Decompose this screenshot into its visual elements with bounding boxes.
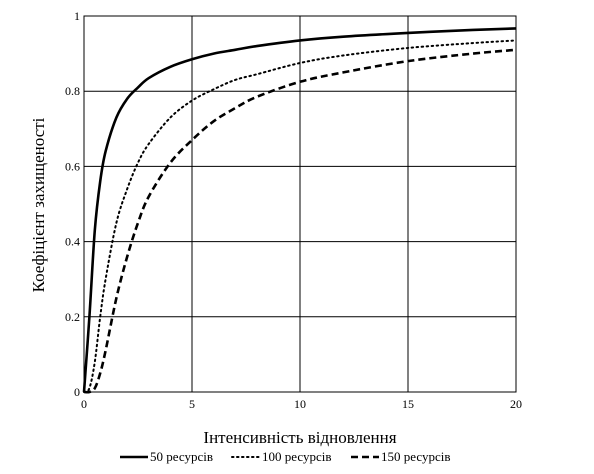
y-tick-label: 0.2	[65, 310, 80, 324]
series-line-2	[83, 39, 517, 393]
y-axis-ticks: 0 0.2 0.4 0.6 0.8 1	[65, 9, 80, 399]
x-axis-title: Інтенсивність відновлення	[203, 428, 396, 447]
legend-label-1: 50 ресурсів	[150, 449, 213, 464]
y-tick-label: 0	[74, 385, 80, 399]
legend-label-3: 150 ресурсів	[381, 449, 450, 464]
y-axis-title: Коефіцієнт захищеності	[29, 117, 48, 292]
x-axis-ticks: 0 5 10 15 20	[81, 397, 522, 411]
series-line-1	[82, 27, 517, 393]
series-line-3	[83, 48, 517, 394]
x-tick-label: 5	[189, 397, 195, 411]
legend: 50 ресурсів 100 ресурсів 150 ресурсів	[120, 449, 450, 464]
x-tick-label: 0	[81, 397, 87, 411]
x-tick-label: 15	[402, 397, 414, 411]
y-tick-label: 0.4	[65, 235, 80, 249]
grid	[84, 16, 516, 392]
series-group	[82, 27, 517, 394]
x-tick-label: 20	[510, 397, 522, 411]
y-tick-label: 0.8	[65, 84, 80, 98]
y-tick-label: 1	[74, 9, 80, 23]
x-tick-label: 10	[294, 397, 306, 411]
legend-label-2: 100 ресурсів	[262, 449, 331, 464]
y-tick-label: 0.6	[65, 159, 80, 173]
